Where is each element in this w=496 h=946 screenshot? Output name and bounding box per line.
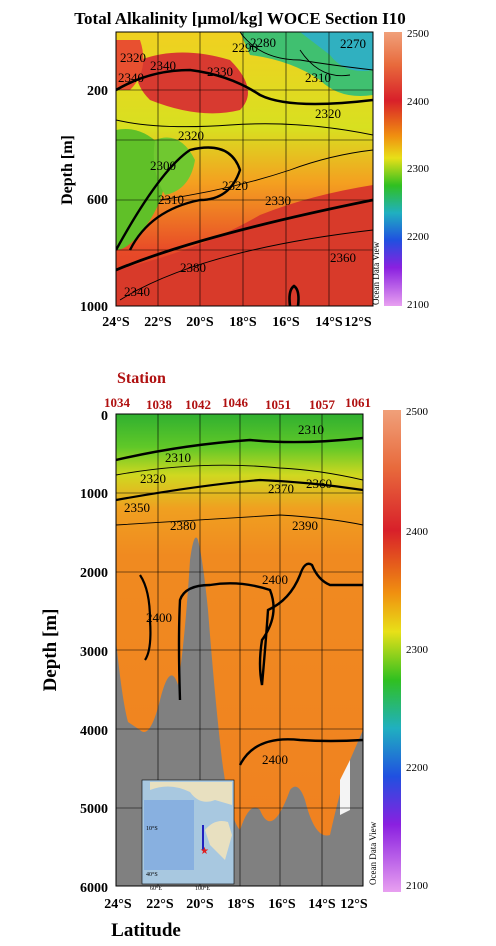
bottom-colorbar: 2500 2400 2300 2200 2100 Ocean Data View: [368, 406, 429, 892]
inset-lat-label: 40°S: [146, 871, 158, 878]
top-contours: [116, 32, 373, 306]
x-tick: 24°S: [102, 315, 130, 330]
bottom-contours: [116, 436, 363, 766]
contour-label: 2310: [158, 192, 184, 207]
inset-map: ★ 10°S 40°S 60°E 100°E: [141, 779, 235, 892]
station-label: 1034: [104, 395, 131, 410]
top-x-ticks: 24°S 22°S 20°S 18°S 16°S 14°S 12°S: [102, 315, 372, 330]
station-label: 1046: [222, 395, 249, 410]
odv-watermark: Ocean Data View: [371, 241, 381, 305]
contour-label: 2380: [180, 260, 206, 275]
x-tick: 12°S: [344, 315, 372, 330]
bottom-x-ticks: 24°S 22°S 20°S 18°S 16°S 14°S 12°S: [104, 897, 368, 912]
station-label: 1051: [265, 397, 291, 412]
contour-label: 2390: [292, 518, 318, 533]
top-chart-title: Total Alkalinity [µmol/kg] WOCE Section …: [74, 9, 405, 28]
contour-label: 2370: [268, 481, 294, 496]
inset-lon-label: 60°E: [150, 885, 162, 892]
x-tick: 12°S: [340, 897, 368, 912]
contour-label: 2400: [146, 610, 172, 625]
y-tick: 1000: [80, 487, 108, 502]
colorbar-tick: 2100: [407, 299, 430, 311]
contour-label: 2330: [265, 193, 291, 208]
contour-label: 2290: [232, 40, 258, 55]
contour-label: 2270: [340, 36, 366, 51]
station-labels: 1034 1038 1042 1046 1051 1057 1061: [104, 395, 371, 412]
bottom-y-axis-label: Depth [m]: [40, 609, 61, 692]
contour-label: 2320: [222, 178, 248, 193]
contour-label: 2350: [124, 500, 150, 515]
colorbar-tick: 2500: [407, 28, 430, 40]
x-tick: 14°S: [315, 315, 343, 330]
y-tick: 600: [87, 193, 108, 208]
x-tick: 16°S: [272, 315, 300, 330]
top-y-axis-label: Depth [m]: [59, 135, 76, 205]
odv-watermark: Ocean Data View: [368, 821, 378, 885]
top-contour-labels: 2320 2340 2340 2290 2280 2270 2330 2310 …: [118, 35, 366, 299]
station-label: 1057: [309, 397, 336, 412]
colorbar-tick: 2300: [407, 163, 430, 175]
contour-label: 2340: [124, 284, 150, 299]
y-tick: 4000: [80, 724, 108, 739]
contour-label: 2400: [262, 572, 288, 587]
y-tick: 6000: [80, 881, 108, 896]
x-tick: 20°S: [186, 897, 214, 912]
x-tick: 20°S: [186, 315, 214, 330]
contour-label: 2310: [165, 450, 191, 465]
top-colorbar: 2500 2400 2300 2200 2100 Ocean Data View: [371, 28, 430, 311]
colorbar-tick: 2400: [407, 96, 430, 108]
station-title: Station: [117, 370, 166, 387]
bottom-x-axis-label: Latitude: [111, 920, 181, 941]
top-y-ticks: 200 600 1000: [80, 84, 108, 315]
contour-label: 2340: [150, 58, 176, 73]
contour-label: 2340: [118, 70, 144, 85]
top-gridlines: [116, 32, 373, 306]
contour-label: 2400: [262, 752, 288, 767]
x-tick: 24°S: [104, 897, 132, 912]
inset-lon-label: 100°E: [195, 885, 210, 892]
x-tick: 14°S: [308, 897, 336, 912]
contour-label: 2300: [150, 158, 176, 173]
y-tick: 200: [87, 84, 108, 99]
colorbar-tick: 2400: [406, 526, 429, 538]
station-label: 1061: [345, 395, 371, 410]
contour-label: 2380: [170, 518, 196, 533]
colorbar-tick: 2100: [406, 880, 429, 892]
inset-lat-label: 10°S: [146, 825, 158, 832]
contour-label: 2360: [306, 476, 332, 491]
contour-label: 2320: [315, 106, 341, 121]
x-tick: 22°S: [144, 315, 172, 330]
top-section-field: [116, 32, 373, 306]
y-tick: 0: [101, 409, 108, 424]
y-tick: 3000: [80, 645, 108, 660]
inset-station-marker-icon: ★: [200, 846, 209, 857]
x-tick: 18°S: [229, 315, 257, 330]
contour-label: 2320: [140, 471, 166, 486]
contour-label: 2320: [178, 128, 204, 143]
colorbar-tick: 2500: [406, 406, 429, 418]
contour-label: 2320: [120, 50, 146, 65]
contour-label: 2310: [305, 70, 331, 85]
contour-label: 2280: [250, 35, 276, 50]
y-tick: 5000: [80, 802, 108, 817]
colorbar-tick: 2300: [406, 644, 429, 656]
y-tick: 1000: [80, 300, 108, 315]
station-label: 1042: [185, 397, 211, 412]
colorbar-tick: 2200: [407, 231, 430, 243]
contour-label: 2360: [330, 250, 356, 265]
contour-label: 2310: [298, 422, 324, 437]
bottom-contour-labels: 2310 2310 2320 2350 2370 2360 2380 2390 …: [124, 422, 332, 767]
x-tick: 18°S: [227, 897, 255, 912]
station-label: 1038: [146, 397, 173, 412]
colorbar-tick: 2200: [406, 762, 429, 774]
contour-label: 2330: [207, 64, 233, 79]
x-tick: 16°S: [268, 897, 296, 912]
x-tick: 22°S: [146, 897, 174, 912]
bottom-y-ticks: 0 1000 2000 3000 4000 5000 6000: [80, 409, 108, 896]
y-tick: 2000: [80, 566, 108, 581]
